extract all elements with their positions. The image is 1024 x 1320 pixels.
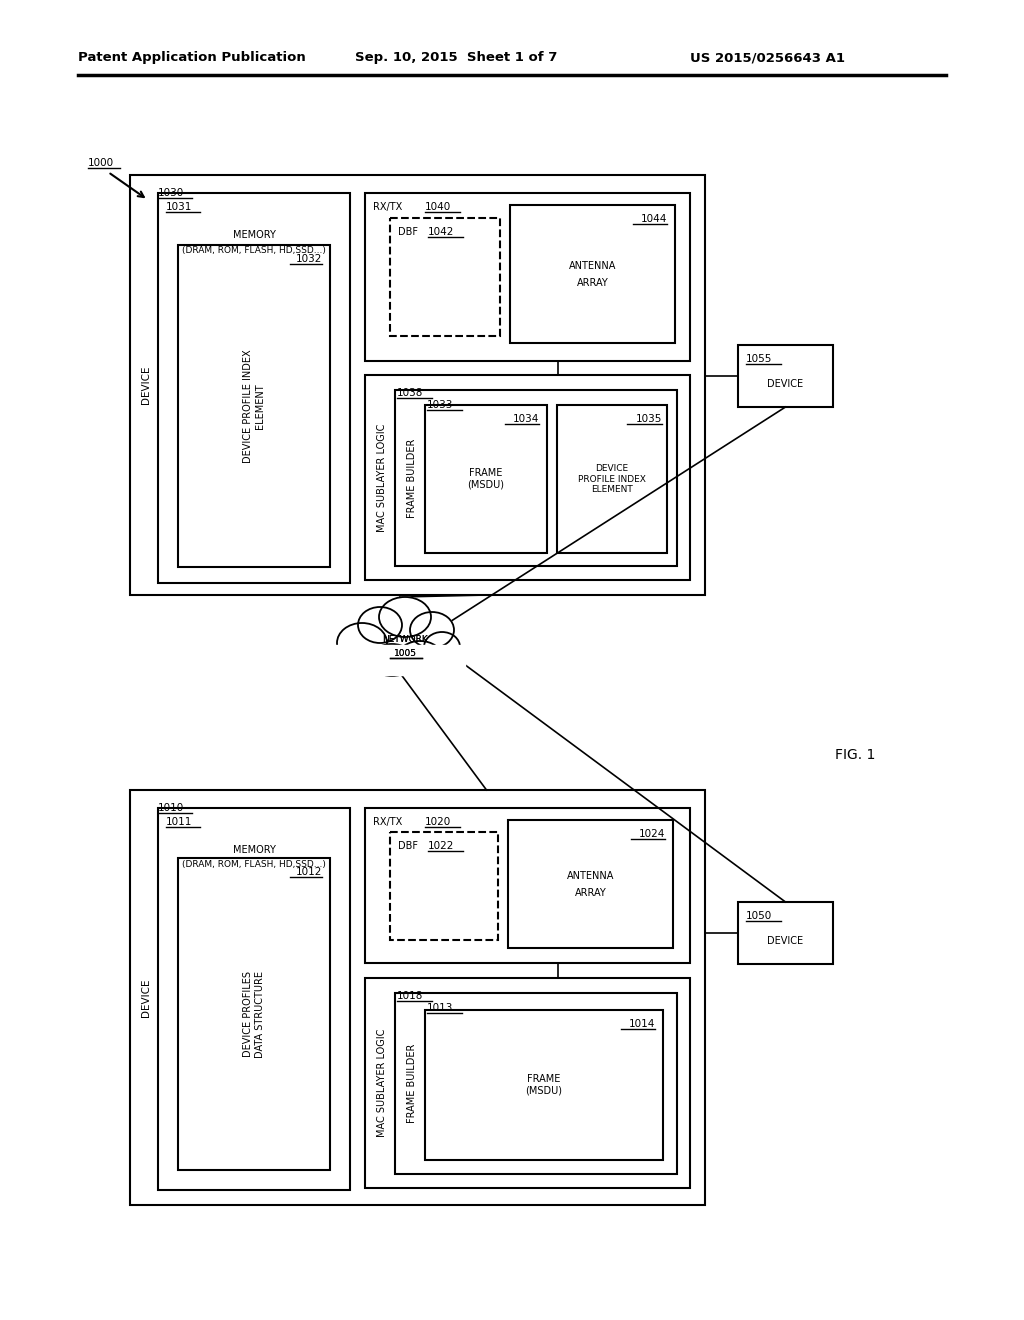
Text: 1014: 1014 (629, 1019, 655, 1030)
Bar (158, 193, 350, 583)
Bar (390, 832, 498, 940)
Bar (395, 993, 677, 1173)
Text: 1013: 1013 (427, 1003, 454, 1012)
Bar (335, 645, 465, 675)
Bar (738, 345, 833, 407)
Bar (365, 808, 690, 964)
Text: DEVICE: DEVICE (767, 936, 804, 946)
Text: 1031: 1031 (166, 202, 193, 213)
Text: DEVICE PROFILES
DATA STRUCTURE: DEVICE PROFILES DATA STRUCTURE (244, 970, 265, 1057)
Ellipse shape (358, 607, 402, 643)
Bar (738, 902, 833, 964)
Bar (365, 978, 690, 1188)
Ellipse shape (379, 597, 431, 638)
Text: 1024: 1024 (639, 829, 665, 840)
Text: 1050: 1050 (746, 911, 772, 921)
Text: ARRAY: ARRAY (574, 888, 606, 898)
Text: 1000: 1000 (88, 158, 114, 168)
Text: RX/TX: RX/TX (373, 202, 402, 213)
Text: 1040: 1040 (425, 202, 452, 213)
Ellipse shape (410, 612, 454, 648)
Text: 1038: 1038 (397, 388, 423, 399)
Bar (508, 820, 673, 948)
Text: 1030: 1030 (158, 187, 184, 198)
Text: 1010: 1010 (158, 803, 184, 813)
Text: 1012: 1012 (296, 867, 322, 876)
Bar (510, 205, 675, 343)
Text: MAC SUBLAYER LOGIC: MAC SUBLAYER LOGIC (377, 424, 387, 532)
Ellipse shape (398, 642, 442, 673)
Text: DEVICE: DEVICE (141, 978, 151, 1016)
Text: NETWORK: NETWORK (382, 635, 428, 644)
Text: DEVICE: DEVICE (141, 366, 151, 404)
Text: DEVICE
PROFILE INDEX
ELEMENT: DEVICE PROFILE INDEX ELEMENT (579, 465, 646, 494)
Bar (130, 789, 705, 1205)
Text: FRAME BUILDER: FRAME BUILDER (407, 438, 417, 517)
Text: 1005: 1005 (393, 648, 417, 657)
Text: ARRAY: ARRAY (577, 279, 608, 288)
Text: DEVICE: DEVICE (767, 379, 804, 389)
Text: US 2015/0256643 A1: US 2015/0256643 A1 (690, 51, 845, 65)
Text: DBF: DBF (398, 227, 418, 238)
Text: FIG. 1: FIG. 1 (835, 748, 876, 762)
Bar (365, 375, 690, 579)
Bar (365, 193, 690, 360)
Text: 1055: 1055 (746, 354, 772, 364)
Text: 1018: 1018 (397, 991, 423, 1001)
Bar (425, 405, 547, 553)
Text: 1020: 1020 (425, 817, 452, 828)
Text: (DRAM, ROM, FLASH, HD,SSD...): (DRAM, ROM, FLASH, HD,SSD...) (182, 246, 326, 255)
Bar (395, 389, 677, 566)
Bar (178, 246, 330, 568)
Text: MAC SUBLAYER LOGIC: MAC SUBLAYER LOGIC (377, 1028, 387, 1138)
Text: 1033: 1033 (427, 400, 454, 411)
Text: 1044: 1044 (641, 214, 667, 224)
Text: FRAME BUILDER: FRAME BUILDER (407, 1044, 417, 1123)
Text: RX/TX: RX/TX (373, 817, 402, 828)
Text: 1034: 1034 (513, 414, 539, 424)
Bar (130, 176, 705, 595)
Text: ANTENNA: ANTENNA (567, 871, 614, 880)
Text: 1042: 1042 (428, 227, 455, 238)
Text: (DRAM, ROM, FLASH, HD,SSD...): (DRAM, ROM, FLASH, HD,SSD...) (182, 861, 326, 870)
Text: FRAME
(MSDU): FRAME (MSDU) (468, 469, 505, 490)
Bar (178, 858, 330, 1170)
Text: 1005: 1005 (393, 648, 417, 657)
Text: 1022: 1022 (428, 841, 455, 851)
Text: Sep. 10, 2015  Sheet 1 of 7: Sep. 10, 2015 Sheet 1 of 7 (355, 51, 557, 65)
Bar (425, 1010, 663, 1160)
Text: DBF: DBF (398, 841, 418, 851)
Ellipse shape (424, 632, 460, 663)
Bar (557, 405, 667, 553)
Text: MEMORY: MEMORY (232, 845, 275, 855)
Bar (390, 218, 500, 337)
Bar (158, 808, 350, 1191)
Text: Patent Application Publication: Patent Application Publication (78, 51, 306, 65)
Ellipse shape (337, 623, 387, 663)
Text: NETWORK: NETWORK (382, 635, 428, 644)
Text: FRAME
(MSDU): FRAME (MSDU) (525, 1074, 562, 1096)
Text: ANTENNA: ANTENNA (568, 261, 616, 271)
Ellipse shape (370, 644, 414, 676)
Text: 1035: 1035 (636, 414, 662, 424)
Text: DEVICE PROFILE INDEX
ELEMENT: DEVICE PROFILE INDEX ELEMENT (244, 350, 265, 463)
Text: 1011: 1011 (166, 817, 193, 828)
Text: 1032: 1032 (296, 253, 322, 264)
Text: MEMORY: MEMORY (232, 230, 275, 240)
